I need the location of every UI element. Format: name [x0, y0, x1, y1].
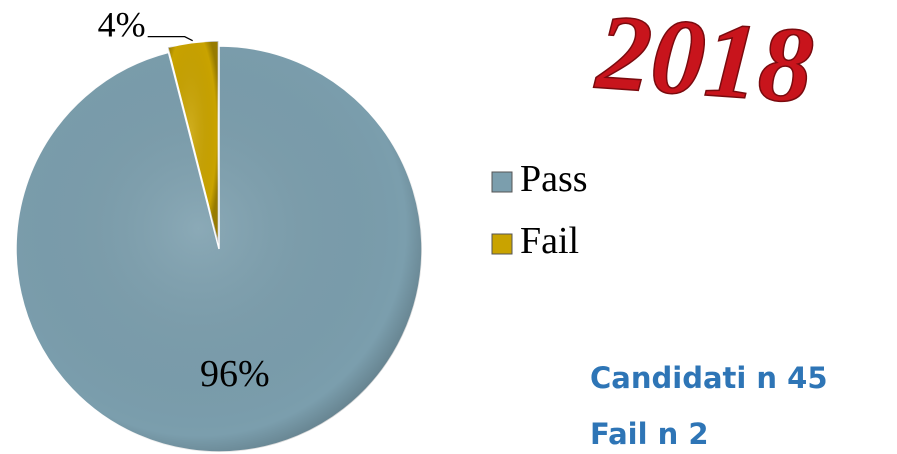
legend-swatch [491, 171, 513, 193]
legend-label: Pass [520, 158, 588, 200]
annotation: Fail n 2 [590, 417, 709, 451]
pie: 96% 4% [15, 5, 423, 453]
data-label: 4% [98, 5, 146, 45]
leader-line [147, 36, 193, 42]
annotation: Candidati n 45 [590, 361, 828, 395]
data-label: 96% [200, 353, 270, 395]
legend-swatch [491, 233, 513, 255]
legend: Pass Fail [491, 158, 588, 262]
legend-label: Fail [520, 220, 579, 262]
slice-shade [167, 41, 219, 245]
chart-title: 2018 [591, 0, 817, 126]
slice-shade [15, 46, 422, 452]
